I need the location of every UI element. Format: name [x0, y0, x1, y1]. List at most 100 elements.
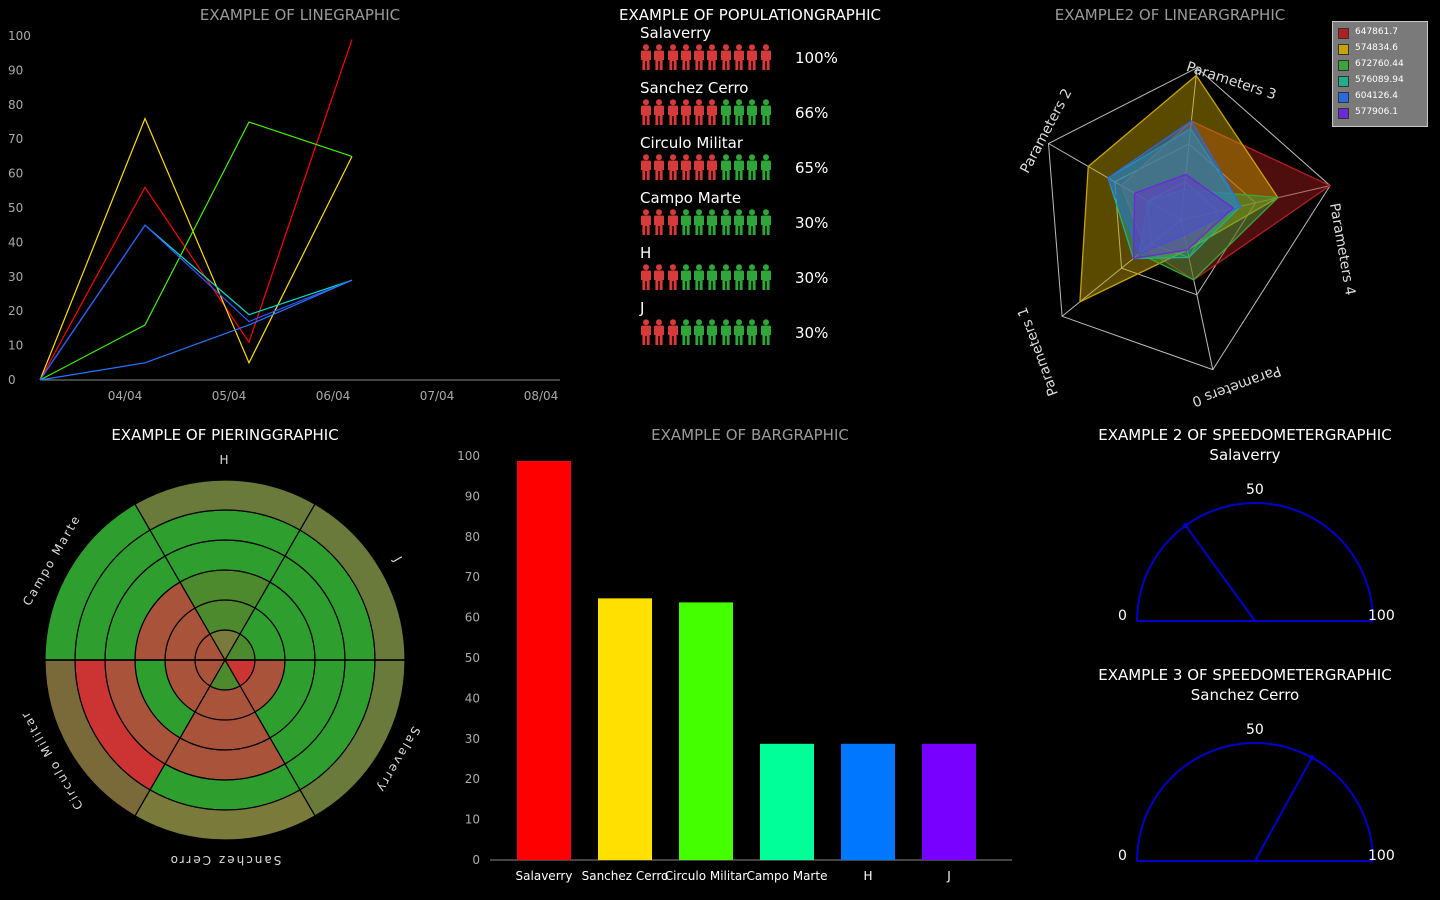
population-icons [640, 319, 773, 347]
radar-legend-swatch [1338, 108, 1349, 119]
line-series [39, 121, 353, 381]
population-icons [640, 44, 773, 72]
population-row-label: J [640, 299, 645, 317]
bar-x-label: J [946, 869, 951, 883]
radar-legend-label: 577906.1 [1355, 107, 1398, 117]
bar [760, 743, 814, 860]
speedometer-2: 0 50 100 [1118, 722, 1395, 864]
ring-label: J [390, 553, 405, 566]
radar-spoke [1180, 185, 1331, 221]
radar-series [1107, 120, 1242, 255]
population-icons [640, 264, 773, 292]
population-row-label: Sanchez Cerro [640, 79, 749, 97]
speedometer-1-needle [1184, 524, 1256, 622]
population-icons [640, 99, 773, 127]
bar [679, 602, 733, 860]
population-row-percent: 66% [795, 104, 829, 122]
radar-spoke [1180, 67, 1198, 221]
radar-legend-item: 604126.4 [1338, 90, 1426, 106]
radar-spoke [1180, 219, 1214, 370]
bar-y-tick-label: 10 [465, 813, 480, 827]
line-series [39, 224, 353, 381]
population-row-label: Circulo Militar [640, 134, 744, 152]
speedometer-1-min-label: 0 [1118, 608, 1127, 624]
line-x-tick-label: 08/04 [524, 389, 559, 403]
bar-y-tick-label: 30 [465, 732, 480, 746]
radar-legend-swatch [1338, 76, 1349, 87]
population-row: Campo Marte 30% [638, 187, 898, 242]
bar [598, 598, 652, 860]
radar-axis-label: Parameters 1 [1015, 305, 1062, 398]
population-row: Circulo Militar 65% [638, 132, 898, 187]
line-y-tick-label: 0 [8, 373, 16, 387]
radar-legend-label: 672760.44 [1355, 59, 1404, 69]
speedometer-2-subtitle: Sanchez Cerro [1190, 686, 1300, 704]
radar-legend-swatch [1338, 28, 1349, 39]
bar-y-tick-label: 70 [465, 570, 480, 584]
population-row-percent: 30% [795, 269, 829, 287]
radar-legend-item: 574834.6 [1338, 42, 1426, 58]
ring-label: Sanchez Cerro [169, 853, 282, 867]
radar-grid-ring [1114, 143, 1257, 296]
line-series [39, 279, 353, 381]
line-y-tick-label: 10 [8, 339, 23, 353]
line-x-tick-label: 04/04 [108, 389, 143, 403]
line-y-tick-label: 40 [8, 235, 23, 249]
speedometer-1-mid-label: 50 [1246, 482, 1264, 498]
speedometer-1-subtitle: Salaverry [1209, 446, 1281, 464]
radar-grid-ring [1047, 67, 1331, 371]
radar-chart-title: EXAMPLE2 OF LINEARGRAPHIC [1054, 6, 1286, 24]
bar-y-tick-label: 90 [465, 489, 480, 503]
speedometer-2-arc [1136, 742, 1374, 862]
radar-chart: Parameters 0 Parameters 1 Parameters 2 Para… [1015, 59, 1358, 409]
radar-legend-label: 604126.4 [1355, 91, 1398, 101]
radar-legend-swatch [1338, 44, 1349, 55]
speedometer-2-title: EXAMPLE 3 OF SPEEDOMETERGRAPHIC [1098, 666, 1392, 684]
population-row-label: Salaverry [640, 24, 712, 42]
population-row: J 30% [638, 297, 898, 352]
population-row-percent: 100% [795, 49, 838, 67]
bar-chart-title: EXAMPLE OF BARGRAPHIC [651, 426, 849, 444]
radar-legend-item: 576089.94 [1338, 74, 1426, 90]
radar-series [1132, 173, 1235, 260]
population-chart-title: EXAMPLE OF POPULATIONGRAPHIC [618, 6, 882, 24]
speedometer-1-arc [1136, 502, 1374, 622]
population-row-percent: 65% [795, 159, 829, 177]
population-icons [640, 154, 773, 182]
bar-y-tick-label: 100 [457, 449, 480, 463]
radar-legend-label: 647861.7 [1355, 27, 1398, 37]
line-y-tick-label: 70 [8, 132, 23, 146]
bar-y-tick-label: 80 [465, 530, 480, 544]
population-row-percent: 30% [795, 324, 829, 342]
bar-y-tick-label: 50 [465, 651, 480, 665]
radar-legend-swatch [1338, 60, 1349, 71]
speedometer-2-needle [1254, 757, 1313, 862]
radar-series [1120, 120, 1332, 281]
line-y-tick-label: 50 [8, 201, 23, 215]
population-row: Salaverry 100% [638, 22, 898, 77]
bar-y-tick-label: 40 [465, 691, 480, 705]
bar [841, 743, 895, 860]
radar-legend-item: 672760.44 [1338, 58, 1426, 74]
bar-x-label: Salaverry [516, 869, 573, 883]
radar-legend-label: 574834.6 [1355, 43, 1398, 53]
speedometer-2-max-label: 100 [1368, 848, 1395, 864]
line-series [39, 224, 353, 381]
radar-legend: 647861.7 574834.6 672760.44 576089.94 604126… [1332, 21, 1428, 127]
population-row: H 30% [638, 242, 898, 297]
radar-series [1107, 127, 1242, 260]
radar-legend-label: 576089.94 [1355, 75, 1404, 85]
line-y-tick-label: 80 [8, 98, 23, 112]
line-y-tick-label: 100 [8, 29, 31, 43]
line-series [39, 39, 353, 381]
population-row-percent: 30% [795, 214, 829, 232]
line-x-tick-label: 06/04 [316, 389, 351, 403]
population-row-label: H [640, 244, 652, 262]
line-series [39, 116, 353, 381]
speedometer-2-needle-tip [1309, 755, 1315, 761]
radar-legend-swatch [1338, 92, 1349, 103]
line-y-tick-label: 20 [8, 304, 23, 318]
radar-axis-label: Parameters 2 [1017, 86, 1075, 176]
